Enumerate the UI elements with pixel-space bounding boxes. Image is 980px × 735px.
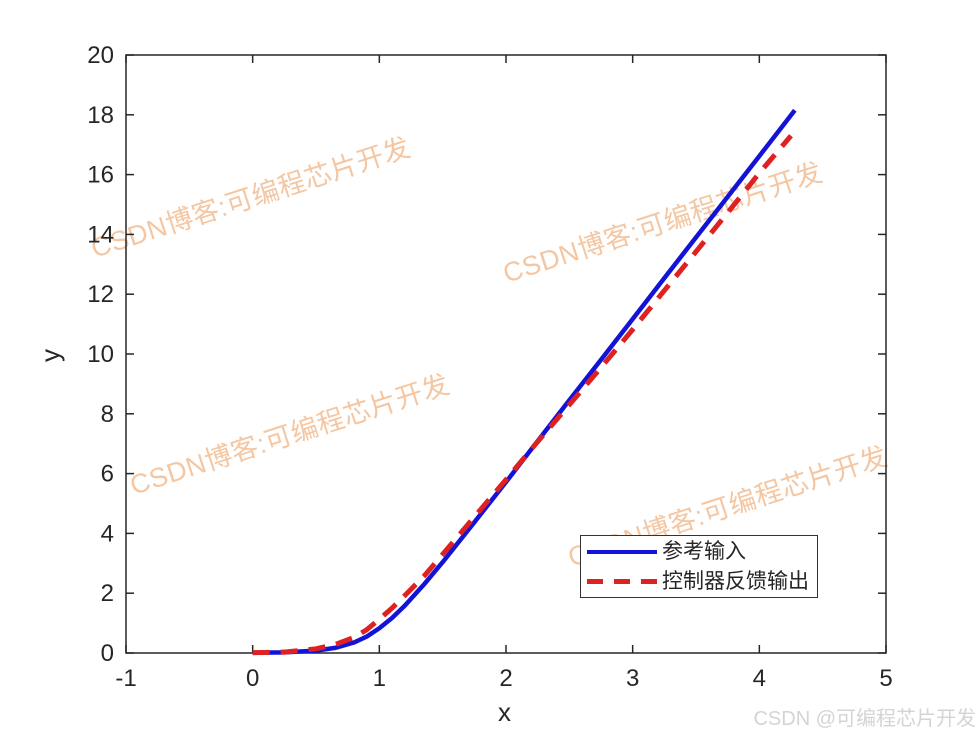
x-tick-label: 4 [753,665,766,692]
legend-item-reference-input: 参考输入 [587,539,817,565]
y-tick-label: 16 [87,162,114,189]
y-tick-label: 18 [87,102,114,129]
legend-dashed-line-swatch [587,579,657,584]
y-tick-label: 14 [87,221,114,248]
x-tick-label: 5 [879,665,892,692]
legend-label-controller-feedback: 控制器反馈输出 [662,570,809,593]
y-tick-label: 10 [87,341,114,368]
y-tick-label: 6 [101,461,114,488]
x-tick-label: 2 [499,665,512,692]
x-tick-label: -1 [115,665,136,692]
x-tick-label: 3 [626,665,639,692]
x-axis-label: x [498,697,511,727]
controller-feedback-line [252,134,793,656]
x-tick-label: 1 [373,665,386,692]
y-tick-label: 20 [87,42,114,69]
legend-box: 参考输入 控制器反馈输出 [580,535,818,598]
y-tick-label: 0 [101,640,114,667]
y-tick-label: 4 [101,520,114,547]
csdn-credit-watermark: CSDN @可编程芯片开发 [753,708,976,730]
x-tick-label: 0 [246,665,259,692]
y-tick-label: 12 [87,281,114,308]
y-tick-label: 8 [101,401,114,428]
y-tick-label: 2 [101,580,114,607]
reference-input-line [252,108,797,655]
y-axis-label: y [35,349,65,362]
legend-item-controller-feedback: 控制器反馈输出 [587,569,817,595]
legend-solid-line-swatch [587,549,657,554]
legend-label-reference-input: 参考输入 [662,540,746,563]
